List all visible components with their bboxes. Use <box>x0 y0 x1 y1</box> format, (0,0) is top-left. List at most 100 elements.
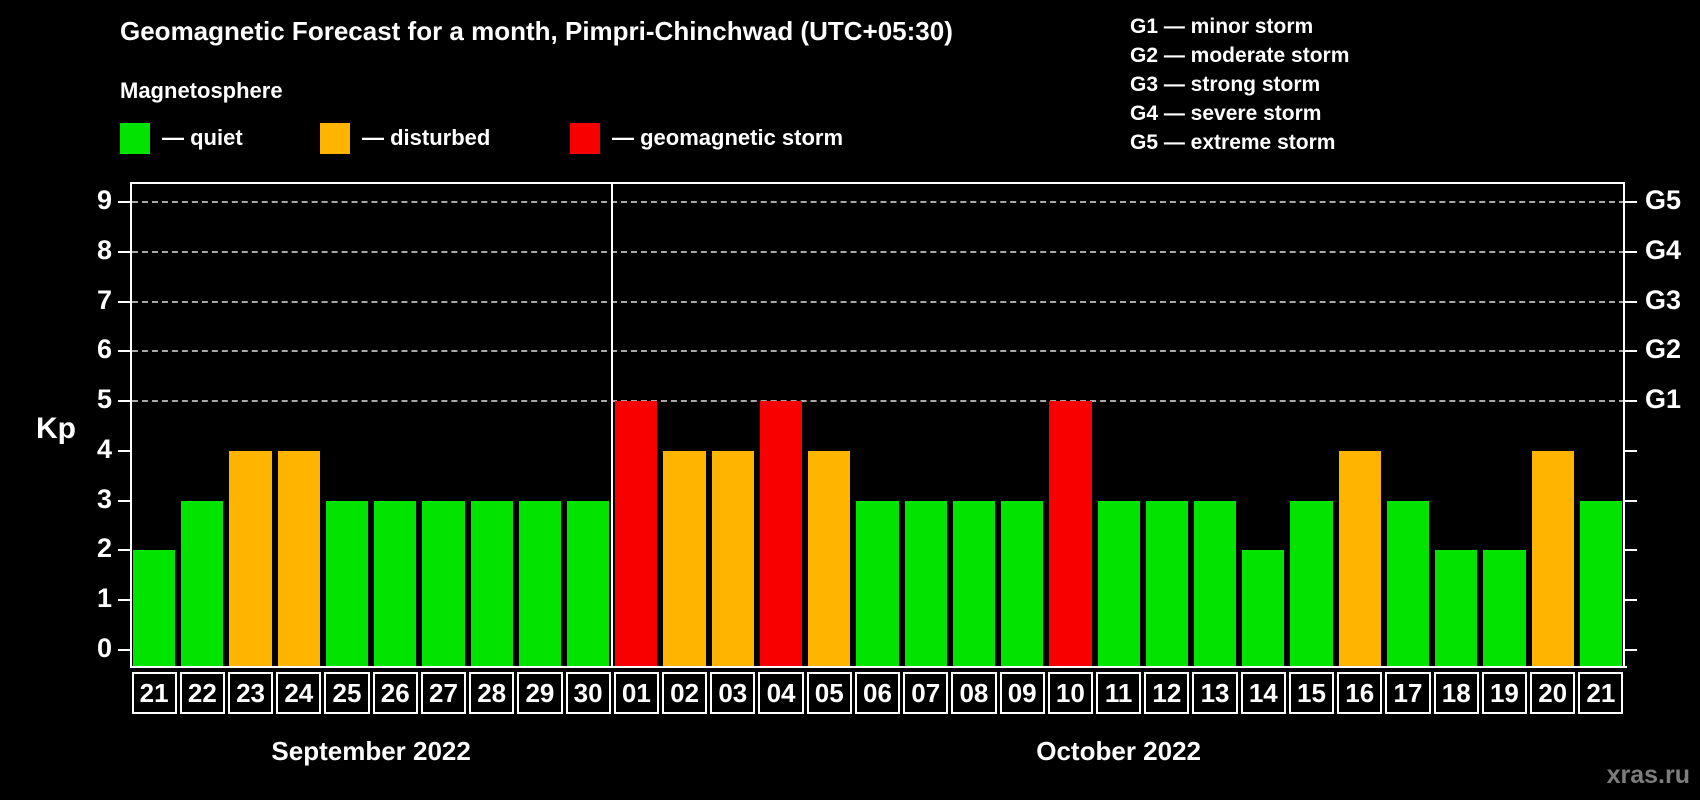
kp-bar <box>615 401 658 668</box>
kp-bar <box>1435 550 1478 668</box>
left-tick-kp3 <box>118 499 130 502</box>
date-cell: 07 <box>903 672 949 714</box>
kp-bar <box>663 450 706 668</box>
left-tick-kp2 <box>118 549 130 552</box>
date-cell: 06 <box>854 672 901 714</box>
date-cell: 05 <box>806 672 852 714</box>
magnetosphere-label: Magnetosphere <box>120 78 283 103</box>
left-tick-kp6 <box>118 350 130 353</box>
kp-bar <box>952 500 996 668</box>
y-tick-label-9: 9 <box>96 185 112 215</box>
date-cell: 08 <box>951 672 997 714</box>
date-cell: 04 <box>758 672 804 714</box>
kp-bar <box>759 401 803 668</box>
date-cell: 21 <box>131 672 177 714</box>
right-tick-kp4 <box>1625 449 1637 452</box>
kp-bar <box>518 500 562 668</box>
disturbed-color-swatch <box>320 122 350 154</box>
right-tick-kp3 <box>1625 499 1637 502</box>
kp-bar <box>470 500 513 668</box>
gridline-kp8 <box>132 250 1625 253</box>
date-cell: 18 <box>1433 672 1479 714</box>
right-tick-kp8 <box>1625 250 1637 253</box>
g4-legend-line: G4 — severe storm <box>1130 102 1322 125</box>
date-cell: 01 <box>613 672 659 714</box>
kp-bar <box>374 500 417 668</box>
g5-legend-line: G5 — extreme storm <box>1130 131 1336 154</box>
kp-bar <box>1145 500 1188 668</box>
kp-bar <box>181 500 224 668</box>
kp-bar <box>277 450 320 668</box>
date-cell: 28 <box>469 672 515 714</box>
month-label-september: September 2022 <box>271 736 471 766</box>
kp-bar <box>229 450 272 668</box>
right-tick-kp9 <box>1625 201 1637 203</box>
left-tick-kp1 <box>118 599 130 602</box>
right-axis-label-g4: G4 <box>1645 234 1682 265</box>
quiet-color-swatch <box>120 122 150 154</box>
right-tick-kp1 <box>1625 599 1637 602</box>
kp-bar <box>1001 500 1044 668</box>
date-cell: 29 <box>517 672 563 714</box>
g2-legend-line: G2 — moderate storm <box>1130 44 1350 67</box>
y-tick-label-1: 1 <box>96 583 112 614</box>
kp-bar <box>1579 500 1622 668</box>
left-tick-kp8 <box>118 250 130 253</box>
right-axis-label-g5: G5 <box>1645 185 1682 215</box>
kp-bar <box>325 500 369 668</box>
kp-bar <box>904 500 947 668</box>
kp-bar <box>133 550 176 668</box>
kp-bar <box>808 450 851 668</box>
right-tick-kp7 <box>1625 300 1637 303</box>
date-cell: 24 <box>276 672 322 714</box>
date-cell: 11 <box>1096 672 1142 714</box>
kp-bar <box>856 500 899 668</box>
month-label-october: October 2022 <box>1036 736 1201 766</box>
kp-bar <box>567 500 610 668</box>
kp-bar <box>1531 450 1574 668</box>
x-axis-line <box>130 666 1627 668</box>
left-tick-kp7 <box>118 300 130 303</box>
left-tick-kp0 <box>118 649 130 651</box>
kp-bar <box>1338 450 1381 668</box>
date-cell: 15 <box>1288 672 1335 714</box>
g-scale-legend: G1 — minor storm G2 — moderate storm G3 … <box>1130 12 1349 157</box>
g1-legend-line: G1 — minor storm <box>1130 15 1314 38</box>
kp-bar <box>1483 550 1526 668</box>
y-tick-label-7: 7 <box>96 284 112 315</box>
legend-item-quiet: — quiet <box>120 122 243 154</box>
left-tick-kp9 <box>118 201 130 203</box>
date-cell: 23 <box>227 672 274 714</box>
storm-color-swatch <box>570 122 600 154</box>
y-tick-label-0: 0 <box>96 633 112 663</box>
right-tick-kp5 <box>1625 400 1637 403</box>
y-tick-label-4: 4 <box>96 433 112 464</box>
date-cell: 13 <box>1192 672 1238 714</box>
chart-title: Geomagnetic Forecast for a month, Pimpri… <box>120 16 953 46</box>
kp-bar <box>1097 500 1140 668</box>
date-cell: 14 <box>1240 672 1286 714</box>
legend-item-disturbed: — disturbed <box>320 122 490 154</box>
left-tick-kp4 <box>118 449 130 452</box>
watermark: xras.ru <box>1606 761 1690 789</box>
kp-bar <box>1242 550 1285 668</box>
date-cell: 03 <box>710 672 756 714</box>
kp-bar <box>1193 500 1237 668</box>
y-tick-label-8: 8 <box>96 234 112 265</box>
g3-legend-line: G3 — strong storm <box>1130 73 1321 96</box>
right-axis-label-g3: G3 <box>1645 284 1682 315</box>
kp-bar <box>711 450 754 668</box>
gridline-kp6 <box>132 350 1625 353</box>
date-cell: 10 <box>1047 672 1093 714</box>
right-tick-kp0 <box>1625 649 1637 651</box>
date-cell: 21 <box>1578 672 1624 714</box>
gridline-kp7 <box>132 300 1625 303</box>
date-cell: 17 <box>1385 672 1431 714</box>
gridline-kp5 <box>132 400 1625 403</box>
legend-label-quiet: — quiet <box>162 125 243 150</box>
date-cell: 30 <box>565 672 611 714</box>
date-cell: 26 <box>372 672 418 714</box>
y-tick-label-5: 5 <box>96 384 112 415</box>
y-tick-label-2: 2 <box>96 533 112 564</box>
